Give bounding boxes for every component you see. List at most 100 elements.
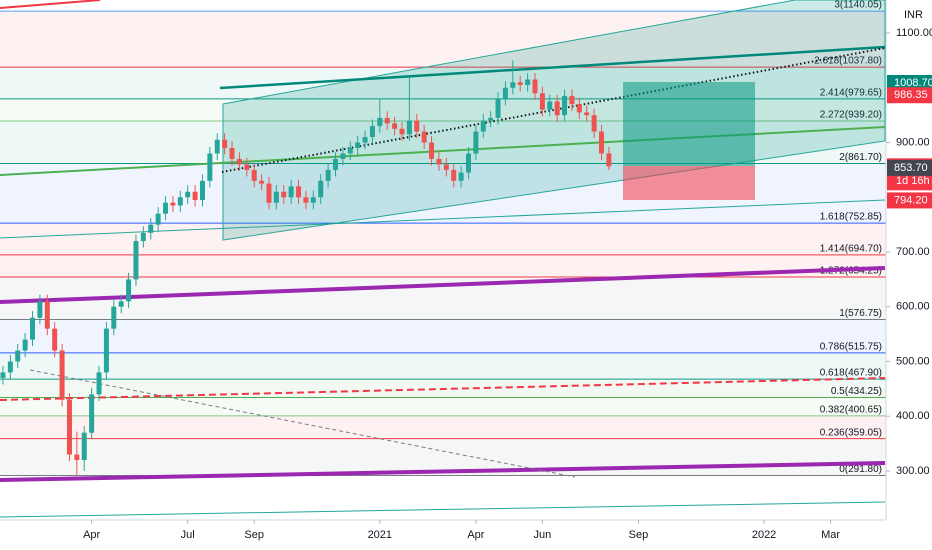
candles xyxy=(0,60,612,476)
trend-line xyxy=(29,369,576,478)
candle-body xyxy=(517,82,523,86)
x-tick-label: Apr xyxy=(83,529,100,541)
candle-body xyxy=(318,180,324,198)
x-tick-label: Jul xyxy=(181,529,195,541)
candle-body xyxy=(222,139,228,148)
candle-body xyxy=(392,123,398,129)
y-tick-label: 900.00 xyxy=(896,136,930,148)
candle-body xyxy=(15,350,21,362)
trend-line xyxy=(0,199,886,239)
candle-body xyxy=(340,153,346,159)
candle-body xyxy=(576,104,582,113)
candle-body xyxy=(488,117,494,121)
candle-body xyxy=(502,87,508,99)
candle-body xyxy=(362,137,368,143)
candle-body xyxy=(7,361,13,373)
price-tag xyxy=(887,87,932,104)
fib-label: 0(291.80) xyxy=(839,464,882,475)
candle-body xyxy=(332,158,338,170)
candle-body xyxy=(229,147,235,159)
candle-body xyxy=(37,301,43,318)
price-tag xyxy=(887,74,932,91)
fib-label: 0.382(400.65) xyxy=(820,405,882,416)
candle-body xyxy=(436,158,442,165)
candle-body xyxy=(89,394,95,433)
candle-body xyxy=(347,147,353,154)
candle-body xyxy=(377,117,383,127)
fib-label: 1(576.75) xyxy=(839,308,882,319)
position-stop xyxy=(623,166,755,200)
candle-body xyxy=(81,432,87,461)
price-tag-label: 986.35 xyxy=(894,89,928,101)
fib-zone xyxy=(0,415,886,439)
candle-body xyxy=(465,153,471,173)
trend-line xyxy=(219,45,886,90)
candle-body xyxy=(414,120,420,132)
price-tag-label: 794.20 xyxy=(894,194,928,206)
candle-body xyxy=(406,120,412,135)
candle-body xyxy=(421,131,427,143)
trend-line xyxy=(0,0,101,9)
fib-zone xyxy=(0,438,886,476)
x-tick-label: 2021 xyxy=(368,529,392,541)
candle-body xyxy=(355,142,361,148)
candle-body xyxy=(170,202,176,206)
candle-body xyxy=(325,169,331,181)
candle-body xyxy=(251,169,257,181)
candle-body xyxy=(296,186,302,198)
candle-body xyxy=(155,213,161,225)
fib-label: 0.786(515.75) xyxy=(820,342,882,353)
candle-body xyxy=(214,139,220,154)
candle-body xyxy=(133,241,139,280)
y-tick-label: 700.00 xyxy=(896,246,930,258)
candle-body xyxy=(59,350,65,400)
candle-body xyxy=(273,191,279,203)
fib-label: 3(1140.05) xyxy=(834,0,882,11)
candle-body xyxy=(532,79,538,94)
candle-body xyxy=(384,117,390,124)
candle-body xyxy=(148,224,154,233)
candle-body xyxy=(66,399,72,455)
candle-body xyxy=(96,372,102,395)
candle-body xyxy=(599,131,605,154)
candle-body xyxy=(399,128,405,135)
position-target xyxy=(623,82,755,166)
trend-line xyxy=(221,47,886,173)
candle-body xyxy=(30,317,36,340)
y-tick-label: 400.00 xyxy=(896,410,930,422)
candle-body xyxy=(185,191,191,198)
price-tag-label: 853.70 xyxy=(894,162,928,174)
y-tick-label: 600.00 xyxy=(896,301,930,313)
price-tag-label: 1008.70 xyxy=(894,77,932,89)
price-tag xyxy=(887,159,932,176)
candle-body xyxy=(606,153,612,167)
fib-label: 2(861.70) xyxy=(839,152,882,163)
candle-body xyxy=(554,101,560,116)
fib-label: 2.272(939.20) xyxy=(820,110,882,121)
candle-body xyxy=(177,197,183,206)
candle-body xyxy=(74,454,80,461)
candle-body xyxy=(539,93,545,110)
fib-label: 2.618(1037.80) xyxy=(814,56,882,67)
fib-label: 1.618(752.85) xyxy=(820,212,882,223)
fib-zone xyxy=(0,397,886,416)
fib-label: 1.414(694.70) xyxy=(820,244,882,255)
candle-body xyxy=(310,197,316,203)
candle-body xyxy=(199,180,205,200)
candle-body xyxy=(111,306,117,329)
candle-body xyxy=(266,183,272,203)
candle-body xyxy=(44,301,50,329)
x-tick-label: Mar xyxy=(821,529,840,541)
currency: INR xyxy=(904,9,923,21)
candle-body xyxy=(126,279,132,302)
candle-body xyxy=(163,202,169,214)
candle-body xyxy=(458,172,464,181)
candle-body xyxy=(244,164,250,170)
candle-body xyxy=(303,197,309,203)
candle-body xyxy=(591,115,597,132)
candle-body xyxy=(547,101,553,110)
countdown: 1d 16h xyxy=(896,175,930,187)
candle-body xyxy=(52,328,58,351)
x-tick-label: Sep xyxy=(244,529,264,541)
fib-zone xyxy=(0,223,886,255)
